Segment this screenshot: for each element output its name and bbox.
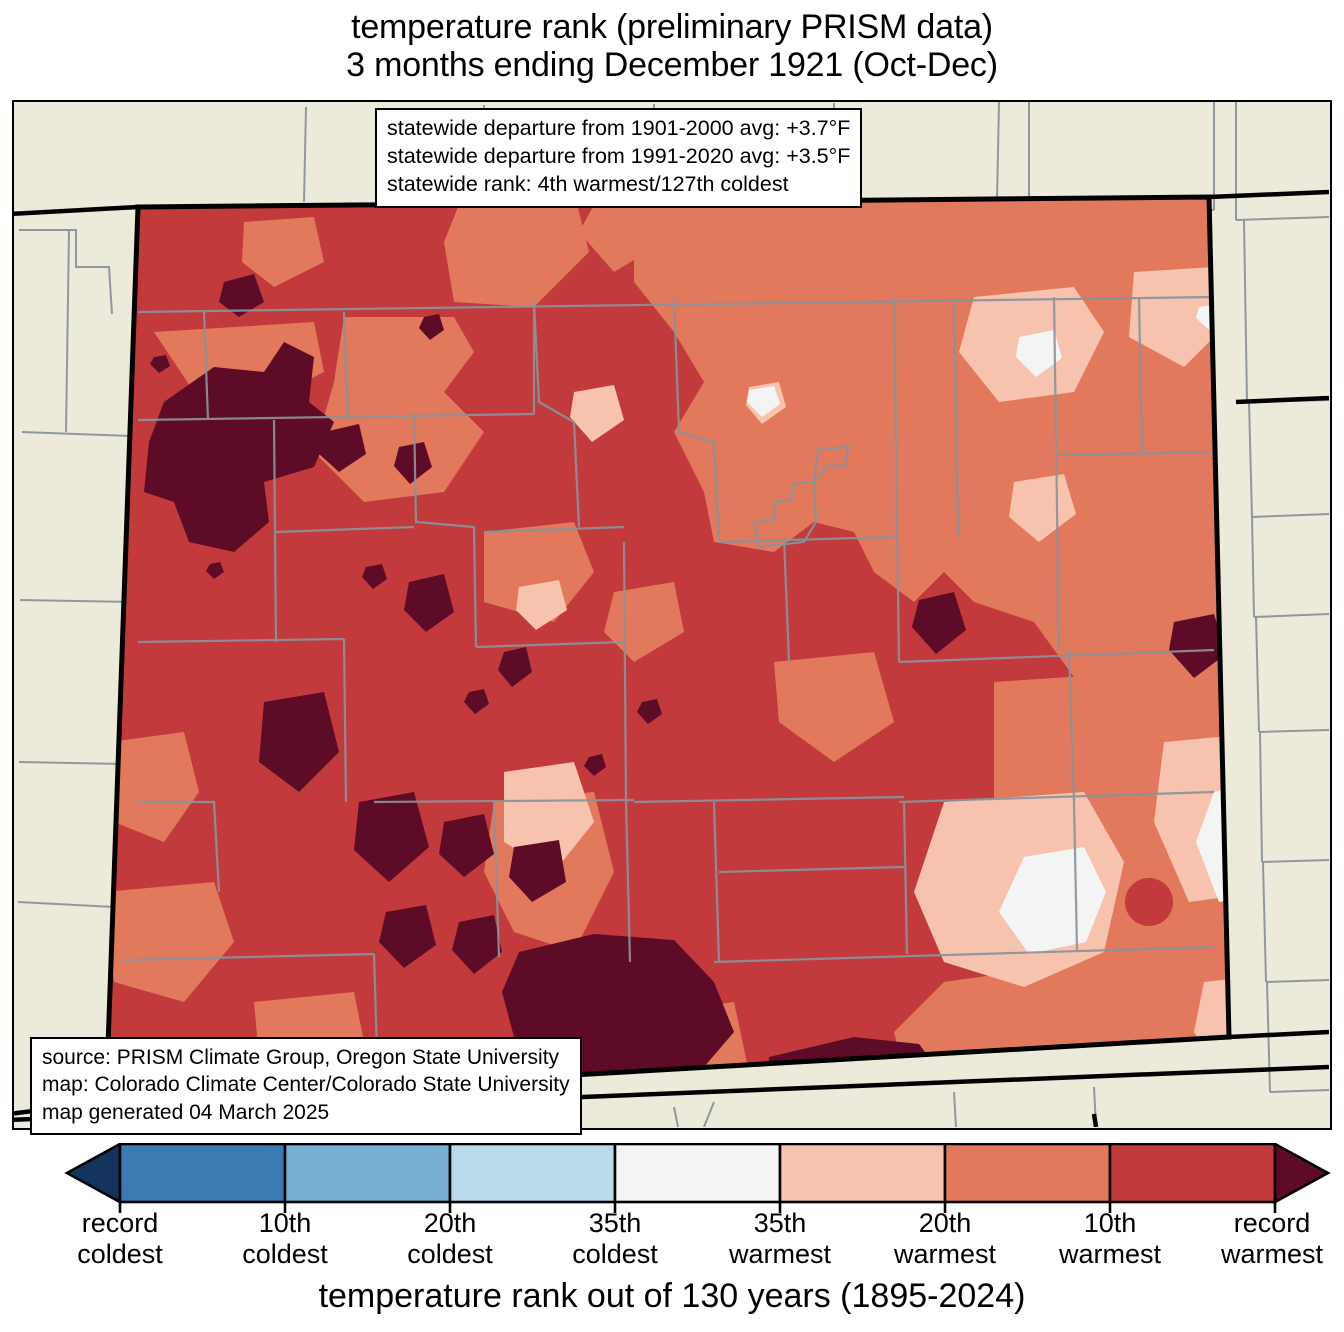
colorbar-ticks: [118, 1202, 1277, 1213]
colorbar-label-10th-warmest: 10th warmest: [1058, 1208, 1162, 1270]
colorbar-tick-labels: record coldest 10th coldest 20th coldest…: [0, 1208, 1344, 1270]
rank-region-record-warmest: [144, 274, 1226, 1102]
colorbar-label-record-coldest: record coldest: [77, 1208, 163, 1270]
colorbar-label-35th-coldest: 35th coldest: [572, 1208, 658, 1270]
colorbar-bin-35th-warmest: [778, 1143, 947, 1204]
colorado-interior: [106, 197, 1229, 1102]
title-line-1: temperature rank (preliminary PRISM data…: [351, 8, 993, 46]
colorbar-under-arrow: [64, 1143, 122, 1205]
colorbar-bin-35th-coldest: [448, 1143, 617, 1204]
statewide-stats-box: statewide departure from 1901-2000 avg: …: [375, 108, 863, 208]
source-credits-box: source: PRISM Climate Group, Oregon Stat…: [30, 1037, 582, 1135]
colorbar-label-10th-coldest: 10th coldest: [242, 1208, 328, 1270]
colorbar-bin-20th-warmest: [943, 1143, 1112, 1204]
colorbar-bin-10th-warmest: [1108, 1143, 1277, 1204]
rank-region-near-normal: [747, 304, 1229, 954]
colorbar-label-20th-warmest: 20th warmest: [893, 1208, 997, 1270]
map-generated-line: map generated 04 March 2025: [42, 1100, 330, 1124]
colorado-temperature-rank-map: [14, 102, 1329, 1127]
colorbar-caption: temperature rank out of 130 years (1895-…: [318, 1277, 1026, 1315]
stats-departure-1991-2020: statewide departure from 1991-2020 avg: …: [387, 143, 851, 168]
page-title: temperature rank (preliminary PRISM data…: [0, 8, 1344, 84]
colorbar-svg: [64, 1143, 1331, 1213]
colorbar-label-20th-coldest: 20th coldest: [407, 1208, 493, 1270]
colorbar-over-arrow: [1273, 1143, 1331, 1205]
rank-speck-10th-warmest: [1125, 878, 1173, 926]
stats-departure-1901-2000: statewide departure from 1901-2000 avg: …: [387, 116, 851, 140]
colorbar-bin-20th-coldest: [283, 1143, 452, 1204]
colorbar-bin-10th-coldest: [118, 1143, 287, 1204]
map-credit-line: map: Colorado Climate Center/Colorado St…: [42, 1073, 570, 1097]
colorado-county-lines: [123, 295, 1215, 1102]
colorbar-bin-near-normal: [613, 1143, 782, 1204]
colorbar[interactable]: [0, 1143, 1344, 1213]
stats-statewide-rank: statewide rank: 4th warmest/127th coldes…: [387, 171, 789, 196]
source-line: source: PRISM Climate Group, Oregon Stat…: [42, 1046, 560, 1069]
colorbar-label-record-warmest: record warmest: [1220, 1208, 1324, 1270]
colorbar-label-35th-warmest: 35th warmest: [728, 1208, 832, 1270]
map-canvas[interactable]: [12, 100, 1332, 1130]
title-line-2: 3 months ending December 1921 (Oct-Dec): [346, 46, 998, 85]
